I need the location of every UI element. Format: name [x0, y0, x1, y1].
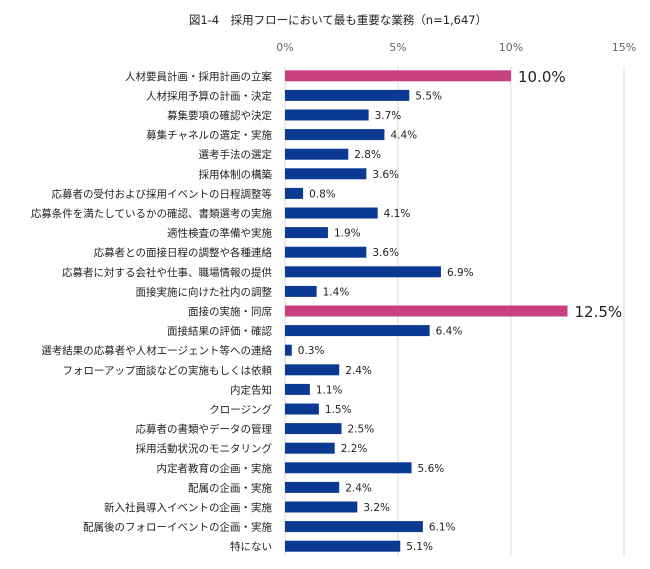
- bar: [285, 89, 410, 101]
- bar: [285, 207, 378, 219]
- x-tick-label: 5%: [389, 41, 406, 54]
- data-label: 4.4%: [390, 130, 417, 142]
- category-label: 人材要員計画・採用計画の立案: [125, 70, 272, 83]
- category-label: 面接実施に向けた社内の調整: [136, 285, 273, 298]
- data-label: 6.1%: [429, 522, 456, 534]
- data-label: 10.0%: [518, 68, 566, 86]
- bar: [285, 325, 430, 337]
- x-tick-label: 0%: [276, 41, 293, 54]
- bar: [285, 462, 412, 474]
- data-label: 2.8%: [354, 149, 381, 161]
- bar: [285, 403, 319, 415]
- data-label: 5.5%: [415, 90, 442, 102]
- data-label: 3.6%: [372, 247, 399, 259]
- category-label: 選考手法の選定: [199, 148, 273, 161]
- x-tick-label: 15%: [612, 41, 636, 54]
- bar: [285, 187, 304, 199]
- category-label: クロージング: [209, 403, 272, 416]
- bar: [285, 285, 317, 297]
- category-label: 新入社員導入イベントの企画・実施: [104, 501, 272, 514]
- data-label: 1.9%: [334, 228, 361, 240]
- data-label: 1.4%: [323, 286, 350, 298]
- data-label: 2.5%: [348, 424, 375, 436]
- data-label: 0.3%: [298, 345, 325, 357]
- category-label: 適性検査の準備や実施: [167, 227, 272, 240]
- category-label: 採用体制の構築: [199, 168, 273, 181]
- category-label: 応募者の書類やデータの管理: [136, 423, 273, 436]
- bar: [285, 521, 423, 533]
- data-label: 3.2%: [363, 502, 390, 514]
- category-label: 人材採用予算の計画・決定: [146, 89, 272, 102]
- bar: [285, 364, 340, 376]
- category-label: 募集要項の確認や決定: [167, 109, 272, 122]
- bar: [285, 168, 367, 180]
- category-label: 面接結果の評価・確認: [167, 325, 272, 338]
- bar: [285, 423, 342, 435]
- data-label: 1.1%: [316, 384, 343, 396]
- category-label: 選考結果の応募者や人材エージェント等への連絡: [41, 344, 272, 357]
- category-label: 配属の企画・実施: [188, 481, 272, 494]
- bar: [285, 266, 441, 278]
- bar: [285, 246, 367, 258]
- data-label: 5.1%: [406, 541, 433, 553]
- data-label: 6.4%: [436, 326, 463, 338]
- bar: [285, 109, 369, 121]
- bar: [285, 148, 349, 160]
- bar: [285, 344, 292, 356]
- data-label: 4.1%: [384, 208, 411, 220]
- data-label: 0.8%: [309, 188, 336, 200]
- category-label: 特にない: [230, 541, 272, 553]
- bar: [285, 305, 568, 317]
- chart-title: 図1-4 採用フローにおいて最も重要な業務（n=1,647）: [189, 13, 487, 27]
- category-label: 応募者に対する会社や仕事、職場情報の提供: [62, 266, 272, 279]
- data-label: 1.5%: [325, 404, 352, 416]
- bar: [285, 129, 385, 141]
- data-label: 2.4%: [345, 365, 372, 377]
- bar: [285, 540, 401, 552]
- bar: [285, 227, 328, 239]
- bar: [285, 481, 340, 493]
- category-label: 採用活動状況のモニタリング: [136, 442, 273, 455]
- category-label: 内定者教育の企画・実施: [157, 462, 273, 475]
- data-label: 3.6%: [372, 169, 399, 181]
- bar: [285, 442, 335, 454]
- bar: [285, 501, 358, 513]
- data-label: 5.6%: [418, 463, 445, 475]
- category-label: フォローアップ面談などの実施もしくは依頼: [62, 364, 272, 377]
- bar: [285, 383, 310, 395]
- category-label: 応募条件を満たしているかの確認、書類選考の実施: [31, 207, 273, 220]
- data-label: 6.9%: [447, 267, 474, 279]
- data-label: 12.5%: [575, 303, 623, 321]
- category-label: 応募者の受付および採用イベントの日程調整等: [52, 187, 273, 200]
- bar: [285, 70, 511, 82]
- category-label: 募集チャネルの選定・実施: [146, 129, 272, 142]
- category-label: 面接の実施・同席: [188, 305, 272, 318]
- x-tick-label: 10%: [499, 41, 523, 54]
- category-label: 配属後のフォローイベントの企画・実施: [83, 521, 272, 534]
- data-label: 2.2%: [341, 443, 368, 455]
- category-label: 内定告知: [230, 383, 272, 396]
- data-label: 3.7%: [375, 110, 402, 122]
- data-label: 2.4%: [345, 482, 372, 494]
- category-label: 応募者との面接日程の調整や各種連絡: [94, 246, 273, 259]
